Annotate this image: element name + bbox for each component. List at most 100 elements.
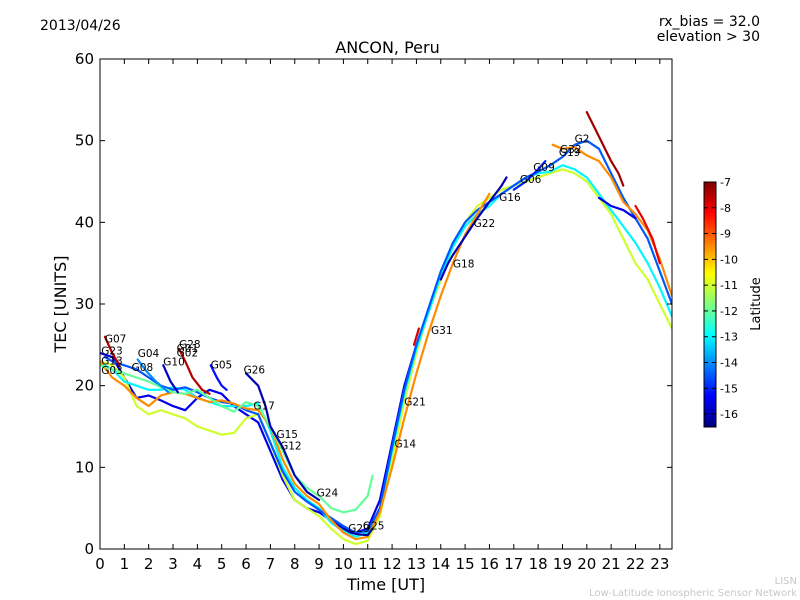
x-tick-label: 15 xyxy=(456,555,475,573)
satellite-label: G14 xyxy=(395,439,417,451)
x-tick-label: 19 xyxy=(553,555,572,573)
satellite-label: G28 xyxy=(179,339,201,351)
satellite-label: G22 xyxy=(474,218,496,230)
tec-series-13 xyxy=(551,143,672,297)
colorbar-tick-label: -14 xyxy=(720,357,738,370)
tec-series-12 xyxy=(585,111,625,187)
tec-series-15 xyxy=(512,160,547,191)
satellite-label: G32 xyxy=(560,144,582,156)
y-tick-label: 0 xyxy=(84,540,94,558)
colorbar-gradient xyxy=(703,181,717,428)
tec-series-0 xyxy=(100,343,418,534)
x-tick-label: 16 xyxy=(480,555,499,573)
satellite-label: G16 xyxy=(499,192,521,204)
series-layer xyxy=(100,111,672,546)
satellite-label: G02 xyxy=(177,347,199,359)
x-axis-title: Time [UT] xyxy=(346,575,425,594)
satellite-label: G19 xyxy=(559,147,581,159)
tec-series-4 xyxy=(100,192,491,541)
y-tick-label: 10 xyxy=(75,458,94,476)
satellite-label: G13 xyxy=(101,355,123,367)
satellite-label: G26 xyxy=(244,364,266,376)
axis-layer: 0 1 2 3 4 5 6 7 8 9 10 11 12 13 14 15 16 17 18 19 20 21 22 2301… xyxy=(75,50,672,573)
satellite-label: G04 xyxy=(138,348,160,360)
tec-series-19 xyxy=(412,327,420,346)
satellite-label: G29 xyxy=(348,523,370,535)
elevation-label: elevation > 30 xyxy=(656,29,760,45)
x-tick-label: 20 xyxy=(577,555,596,573)
credit-long: Low-Latitude Ionospheric Sensor Network xyxy=(589,588,797,599)
colorbar: -7 -8 -9 -10 -11 -12 -13 -14 -15 -16 Latitude xyxy=(703,176,764,428)
colorbar-tick-label: -7 xyxy=(720,176,731,189)
satellite-label: G12 xyxy=(280,440,302,452)
satellite-label: G17 xyxy=(253,400,274,412)
colorbar-tick-label: -16 xyxy=(720,408,738,421)
x-tick-label: 9 xyxy=(314,555,324,573)
satellite-label: G23 xyxy=(101,346,123,358)
tec-series-7 xyxy=(103,335,121,367)
satellite-label: G2 xyxy=(575,133,590,145)
satellite-label: G05 xyxy=(211,360,233,372)
x-tick-label: 10 xyxy=(334,555,353,573)
date-label: 2013/04/26 xyxy=(40,18,121,34)
x-tick-label: 18 xyxy=(529,555,548,573)
credit-short: LISN xyxy=(774,576,797,587)
satellite-label: G01 xyxy=(177,343,199,355)
x-tick-label: 6 xyxy=(241,555,251,573)
x-tick-label: 12 xyxy=(383,555,402,573)
satellite-label: G24 xyxy=(317,488,339,500)
x-tick-label: 22 xyxy=(626,555,645,573)
satellite-label: G25 xyxy=(363,520,385,532)
rx-bias-label: rx_bias = 32.0 xyxy=(658,14,760,30)
tec-series-6 xyxy=(244,372,321,502)
satellite-label: G21 xyxy=(404,396,426,408)
colorbar-tick-label: -11 xyxy=(720,279,738,292)
colorbar-tick-label: -15 xyxy=(720,382,738,395)
y-tick-label: 50 xyxy=(75,132,94,150)
y-axis-title: TEC [UNITS] xyxy=(51,256,70,354)
tec-series-14 xyxy=(439,176,508,281)
tec-series-9 xyxy=(162,364,179,394)
satellite-label: G08 xyxy=(132,362,154,374)
colorbar-tick-label: -13 xyxy=(720,331,738,344)
chart-title: ANCON, Peru xyxy=(335,38,440,57)
satellite-label: G10 xyxy=(163,356,185,368)
x-tick-label: 2 xyxy=(144,555,154,573)
satellite-label: G06 xyxy=(520,174,542,186)
satellite-label: G09 xyxy=(533,162,555,174)
tec-series-8 xyxy=(178,347,211,395)
x-tick-label: 13 xyxy=(407,555,426,573)
colorbar-tick-label: -9 xyxy=(720,228,731,241)
x-tick-label: 5 xyxy=(217,555,227,573)
tec-series-5 xyxy=(100,364,374,514)
tec-series-10 xyxy=(209,364,228,391)
colorbar-tick-label: -8 xyxy=(720,202,731,215)
y-tick-label: 40 xyxy=(75,213,94,231)
x-tick-label: 8 xyxy=(290,555,300,573)
x-tick-label: 1 xyxy=(120,555,130,573)
x-tick-label: 14 xyxy=(431,555,450,573)
y-tick-label: 20 xyxy=(75,377,94,395)
satellite-label: G15 xyxy=(276,429,298,441)
x-tick-label: 4 xyxy=(193,555,203,573)
satellite-label: G03 xyxy=(101,365,123,377)
satellite-label: G31 xyxy=(431,325,453,337)
tec-series-16 xyxy=(634,204,661,265)
tec-series-18 xyxy=(597,196,637,220)
colorbar-tick-label: -12 xyxy=(720,305,738,318)
x-tick-label: 3 xyxy=(168,555,178,573)
colorbar-tick-label: -10 xyxy=(720,253,738,266)
y-tick-label: 30 xyxy=(75,295,94,313)
tec-series-17 xyxy=(342,527,374,537)
x-tick-label: 7 xyxy=(266,555,276,573)
x-tick-label: 17 xyxy=(504,555,523,573)
y-tick-label: 60 xyxy=(75,50,94,68)
x-tick-label: 23 xyxy=(650,555,669,573)
x-tick-label: 21 xyxy=(602,555,621,573)
satellite-label: G07 xyxy=(105,333,127,345)
colorbar-title: Latitude xyxy=(749,277,764,331)
satellite-label: G18 xyxy=(453,258,475,270)
x-tick-label: 0 xyxy=(95,555,105,573)
